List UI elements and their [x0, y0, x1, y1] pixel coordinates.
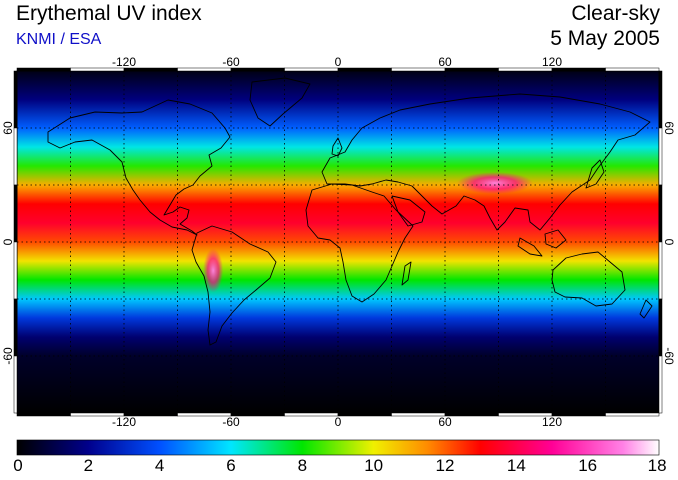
coastline-arabia	[391, 195, 426, 227]
frame-bar	[605, 412, 660, 417]
frame-bar	[337, 67, 392, 72]
frame-bar	[605, 67, 660, 72]
frame-bar	[13, 241, 18, 300]
data-provider: KNMI / ESA	[16, 31, 102, 48]
uv-hotspots	[203, 172, 533, 293]
map-title: Erythemal UV index	[16, 2, 202, 25]
frame-bar	[13, 184, 18, 243]
lon-tick-label-bottom: -60	[222, 415, 240, 429]
coastline-africa	[305, 183, 414, 303]
frame-bar	[391, 412, 446, 417]
lat-tick-label-right: 0	[662, 239, 676, 246]
coastline-australia	[551, 251, 626, 307]
frame-bar	[658, 355, 663, 414]
lon-tick-label-bottom: 120	[542, 415, 562, 429]
frame-bar	[284, 412, 339, 417]
colorbar-tick-label: 0	[13, 456, 23, 475]
coastline-indonesia	[517, 229, 567, 257]
graticule	[17, 71, 659, 413]
axis-labels: -120 -120 -60 -60 0 0 60 60 120 120 60 60 0 0 -60 -60	[1, 55, 676, 429]
lon-tick-label-top: 120	[542, 55, 562, 69]
frame-bar	[658, 70, 663, 129]
coastline-britain	[331, 137, 343, 157]
map-frame-bars	[13, 67, 663, 417]
lon-tick-label-bottom: 0	[335, 415, 342, 429]
lat-tick-label-left: -60	[1, 347, 15, 365]
uv-hotspot	[456, 172, 533, 195]
lon-tick-label-bottom: 60	[438, 415, 452, 429]
colorbar-tick-label: 16	[578, 456, 598, 475]
frame-bar	[13, 70, 18, 129]
frame-bar	[337, 412, 392, 417]
lon-tick-label-top: -120	[112, 55, 136, 69]
frame-bar	[284, 67, 339, 72]
frame-bar	[16, 67, 71, 72]
coastline-eurasia	[321, 93, 651, 231]
lat-tick-label-right: 60	[662, 121, 676, 135]
lon-tick-label-top: -60	[222, 55, 240, 69]
coastline-greenland	[249, 77, 311, 127]
colorbar	[16, 439, 660, 456]
colorbar-labels: 0 2 4 6 8 10 12 14 16 18	[0, 456, 678, 478]
frame-bar	[444, 67, 499, 72]
frame-bar	[658, 184, 663, 243]
colorbar-tick-label: 8	[297, 456, 308, 475]
lon-tick-label-bottom: -120	[112, 415, 136, 429]
frame-bar	[13, 355, 18, 414]
lat-tick-label-left: 0	[1, 238, 15, 245]
frame-bar	[13, 127, 18, 186]
colorbar-tick-label: 4	[154, 456, 165, 475]
lat-tick-label-left: 60	[1, 121, 15, 135]
frame-bar	[658, 127, 663, 186]
frame-bar	[444, 412, 499, 417]
lat-tick-label-right: -60	[662, 347, 676, 365]
colorbar-tick-label: 2	[83, 456, 94, 475]
frame-bar	[16, 412, 71, 417]
frame-bar	[391, 67, 446, 72]
colorbar-tick-label: 18	[647, 456, 667, 475]
sky-condition: Clear-sky	[571, 2, 660, 25]
colorbar-tick-label: 14	[506, 456, 526, 475]
coastline-madagascar	[401, 261, 412, 286]
coastline-south-america	[191, 225, 277, 346]
colorbar-tick-label: 6	[226, 456, 236, 475]
colorbar-tick-label: 10	[364, 456, 384, 475]
map-date: 5 May 2005	[550, 27, 660, 50]
coastline-japan	[585, 159, 605, 189]
colorbar-tick-label: 12	[435, 456, 455, 475]
coastline-new-zealand	[639, 299, 653, 319]
frame-bar	[658, 298, 663, 357]
frame-bar	[658, 241, 663, 300]
uv-hotspot	[203, 248, 224, 293]
lon-tick-label-top: 60	[438, 55, 452, 69]
lon-tick-label-top: 0	[335, 55, 342, 69]
